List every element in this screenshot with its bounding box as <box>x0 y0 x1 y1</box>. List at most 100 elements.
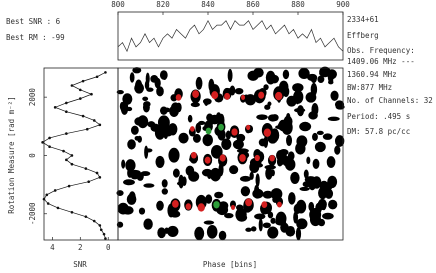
map-blob <box>262 222 271 229</box>
map-blob <box>137 135 142 143</box>
map-peak <box>189 126 195 132</box>
x-tick-label: 900 <box>336 0 350 9</box>
map-blob <box>178 132 189 144</box>
map-blob <box>121 159 126 169</box>
map-blob <box>190 102 200 108</box>
info-text: Obs. Frequency: <box>347 46 415 55</box>
map-blob <box>134 117 144 126</box>
map-blob <box>250 226 257 232</box>
x-axis-label: SNR <box>73 260 87 269</box>
y-tick-label: 2000 <box>28 88 37 107</box>
map-blob <box>201 168 213 177</box>
snr-point <box>95 171 99 175</box>
map-peak <box>224 92 231 100</box>
snr-point <box>81 114 85 118</box>
map-blob <box>140 171 151 177</box>
map-blob <box>116 190 124 196</box>
info-text: DM: 57.8 pc/cc <box>347 127 410 136</box>
snr-point <box>95 75 99 79</box>
snr-point <box>104 237 107 240</box>
map-blob <box>254 184 260 198</box>
snr-point <box>79 97 82 100</box>
snr-point <box>84 167 88 170</box>
snr-point <box>104 71 107 74</box>
map-blob <box>169 105 179 117</box>
info-text: 2334+61 <box>347 15 379 24</box>
map-blob <box>236 148 249 154</box>
map-peak <box>213 201 220 209</box>
map-blob <box>142 101 150 113</box>
map-blob <box>312 132 318 141</box>
map-blob <box>290 171 300 184</box>
snr-point <box>70 154 74 157</box>
map-blob <box>293 211 299 224</box>
map-blob <box>161 70 168 80</box>
snr-point <box>90 92 93 96</box>
map-blob <box>256 114 268 120</box>
map-blob <box>313 159 319 169</box>
map-blob <box>316 130 324 136</box>
snr-point <box>98 123 102 127</box>
map-blob <box>249 171 254 180</box>
x-tick-label: 820 <box>156 0 170 9</box>
map-blob <box>206 113 214 122</box>
map-blob <box>218 230 227 241</box>
info-text: BW:877 MHz <box>347 83 392 92</box>
snr-point <box>102 232 106 236</box>
map-blob <box>310 74 317 84</box>
map-blob <box>239 175 252 182</box>
map-blob <box>181 176 187 187</box>
snr-point <box>92 219 96 223</box>
map-blob <box>142 96 149 102</box>
map-blob <box>144 148 153 153</box>
map-blob <box>282 69 290 80</box>
map-blob <box>305 92 317 103</box>
map-blob <box>216 112 222 121</box>
map-blob <box>221 138 232 150</box>
map-peak <box>258 91 265 99</box>
map-blob <box>129 72 135 83</box>
map-peak <box>261 201 268 208</box>
map-blob <box>225 130 232 140</box>
map-blob <box>292 83 304 93</box>
map-blob <box>129 169 141 176</box>
map-blob <box>258 138 268 147</box>
map-blob <box>294 107 306 113</box>
map-blob <box>258 218 263 232</box>
map-blob <box>318 186 328 200</box>
map-blob <box>317 75 325 83</box>
map-blob <box>315 202 322 214</box>
snr-point <box>84 215 88 218</box>
snr-point <box>70 211 74 214</box>
map-blob <box>164 227 170 234</box>
snr-point <box>65 132 68 135</box>
map-blob <box>232 139 244 150</box>
y-axis-label: Rotation Measure [rad m⁻²] <box>7 96 16 213</box>
map-blob <box>288 192 296 205</box>
snr-point <box>81 79 85 83</box>
map-blob <box>192 133 201 143</box>
map-blob <box>255 173 260 187</box>
map-blob <box>127 139 136 150</box>
map-blob <box>286 134 293 147</box>
map-blob <box>155 155 165 168</box>
map-blob <box>195 76 203 90</box>
snr-point <box>48 145 51 149</box>
map-blob <box>327 70 333 83</box>
map-blob <box>157 227 166 239</box>
map-blob <box>330 90 339 101</box>
snr-point <box>42 197 46 201</box>
map-blob <box>245 227 252 232</box>
map-peak <box>204 156 211 164</box>
map-blob <box>254 213 266 220</box>
map-blob <box>271 114 279 122</box>
map-blob <box>322 212 334 220</box>
x-tick-label: 2 <box>78 243 83 252</box>
map-blob <box>134 79 143 93</box>
map-blob <box>234 87 244 95</box>
snr-point <box>62 149 65 153</box>
map-blob <box>263 84 269 91</box>
map-blob <box>187 114 193 123</box>
profile-line <box>117 19 344 53</box>
map-blob <box>161 188 168 195</box>
